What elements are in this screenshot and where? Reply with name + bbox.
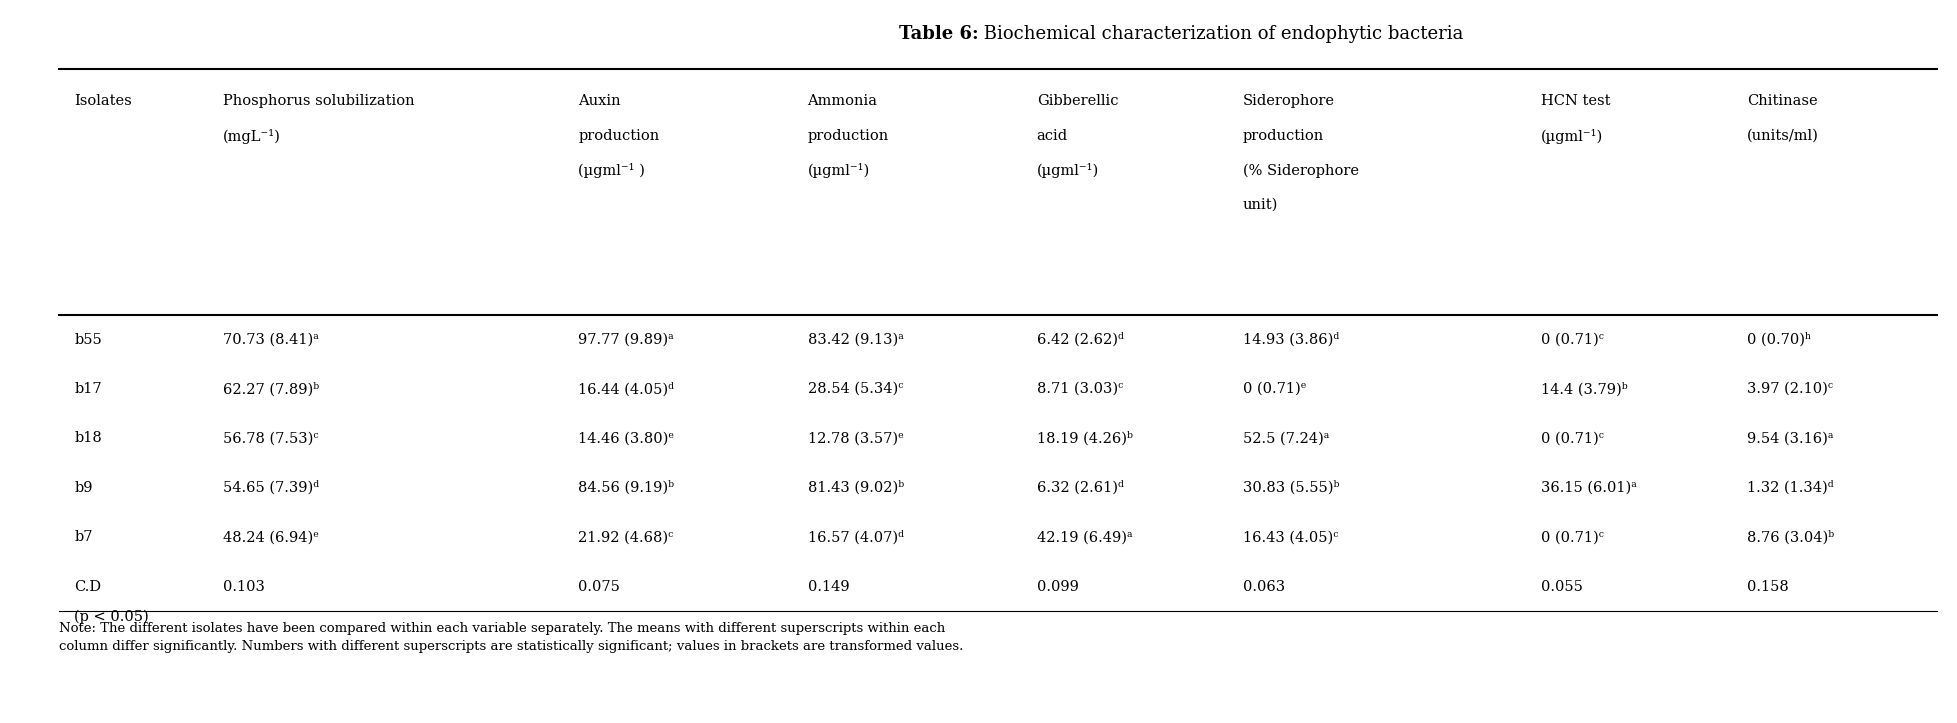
Text: b18: b18: [74, 432, 102, 445]
Text: Table 6:: Table 6:: [898, 25, 978, 43]
Text: 6.42 (2.62)ᵈ: 6.42 (2.62)ᵈ: [1037, 333, 1123, 347]
Text: 0 (0.70)ʰ: 0 (0.70)ʰ: [1748, 333, 1812, 347]
Text: HCN test: HCN test: [1540, 94, 1611, 108]
Text: 0.099: 0.099: [1037, 580, 1078, 594]
Text: 30.83 (5.55)ᵇ: 30.83 (5.55)ᵇ: [1243, 481, 1339, 495]
Text: Biochemical characterization of endophytic bacteria: Biochemical characterization of endophyt…: [978, 25, 1464, 43]
Text: 52.5 (7.24)ᵃ: 52.5 (7.24)ᵃ: [1243, 432, 1329, 445]
Text: Isolates: Isolates: [74, 94, 133, 108]
Text: 70.73 (8.41)ᵃ: 70.73 (8.41)ᵃ: [223, 333, 319, 346]
Text: 97.77 (9.89)ᵃ: 97.77 (9.89)ᵃ: [579, 333, 673, 346]
Text: 16.43 (4.05)ᶜ: 16.43 (4.05)ᶜ: [1243, 530, 1339, 544]
Text: (mgL⁻¹): (mgL⁻¹): [223, 129, 282, 144]
Text: 36.15 (6.01)ᵃ: 36.15 (6.01)ᵃ: [1540, 481, 1636, 495]
Text: 0.103: 0.103: [223, 580, 264, 594]
Text: production: production: [1243, 129, 1325, 142]
Text: 0 (0.71)ᶜ: 0 (0.71)ᶜ: [1540, 333, 1603, 346]
Text: Siderophore: Siderophore: [1243, 94, 1335, 108]
Text: b17: b17: [74, 382, 102, 396]
Text: 0 (0.71)ᵉ: 0 (0.71)ᵉ: [1243, 382, 1305, 396]
Text: (µgml⁻¹ ): (µgml⁻¹ ): [579, 163, 646, 179]
Text: b7: b7: [74, 530, 92, 544]
Text: 9.54 (3.16)ᵃ: 9.54 (3.16)ᵃ: [1748, 432, 1834, 445]
Text: b9: b9: [74, 481, 92, 495]
Text: (µgml⁻¹): (µgml⁻¹): [1540, 129, 1603, 144]
Text: 81.43 (9.02)ᵇ: 81.43 (9.02)ᵇ: [808, 481, 904, 495]
Text: acid: acid: [1037, 129, 1069, 142]
Text: 84.56 (9.19)ᵇ: 84.56 (9.19)ᵇ: [579, 481, 675, 495]
Text: 48.24 (6.94)ᵉ: 48.24 (6.94)ᵉ: [223, 530, 319, 544]
Text: 14.93 (3.86)ᵈ: 14.93 (3.86)ᵈ: [1243, 333, 1339, 347]
Text: 8.71 (3.03)ᶜ: 8.71 (3.03)ᶜ: [1037, 382, 1123, 396]
Text: Note: The different isolates have been compared within each variable separately.: Note: The different isolates have been c…: [59, 622, 963, 653]
Text: Auxin: Auxin: [579, 94, 620, 108]
Text: 0.063: 0.063: [1243, 580, 1286, 594]
Text: (µgml⁻¹): (µgml⁻¹): [1037, 163, 1100, 179]
Text: 56.78 (7.53)ᶜ: 56.78 (7.53)ᶜ: [223, 432, 319, 445]
Text: 42.19 (6.49)ᵃ: 42.19 (6.49)ᵃ: [1037, 530, 1133, 544]
Text: (p < 0.05): (p < 0.05): [74, 610, 149, 625]
Text: 54.65 (7.39)ᵈ: 54.65 (7.39)ᵈ: [223, 481, 319, 495]
Text: 12.78 (3.57)ᵉ: 12.78 (3.57)ᵉ: [808, 432, 904, 445]
Text: 18.19 (4.26)ᵇ: 18.19 (4.26)ᵇ: [1037, 432, 1133, 446]
Text: C.D: C.D: [74, 580, 102, 594]
Text: 0.075: 0.075: [579, 580, 620, 594]
Text: production: production: [579, 129, 660, 142]
Text: 0.055: 0.055: [1540, 580, 1583, 594]
Text: 16.57 (4.07)ᵈ: 16.57 (4.07)ᵈ: [808, 530, 904, 544]
Text: 16.44 (4.05)ᵈ: 16.44 (4.05)ᵈ: [579, 382, 675, 396]
Text: (units/ml): (units/ml): [1748, 129, 1818, 142]
Text: 62.27 (7.89)ᵇ: 62.27 (7.89)ᵇ: [223, 382, 319, 396]
Text: 8.76 (3.04)ᵇ: 8.76 (3.04)ᵇ: [1748, 530, 1834, 544]
Text: 1.32 (1.34)ᵈ: 1.32 (1.34)ᵈ: [1748, 481, 1834, 495]
Text: 14.46 (3.80)ᵉ: 14.46 (3.80)ᵉ: [579, 432, 675, 445]
Text: 0 (0.71)ᶜ: 0 (0.71)ᶜ: [1540, 530, 1603, 544]
Text: 6.32 (2.61)ᵈ: 6.32 (2.61)ᵈ: [1037, 481, 1123, 495]
Text: b55: b55: [74, 333, 102, 346]
Text: 28.54 (5.34)ᶜ: 28.54 (5.34)ᶜ: [808, 382, 902, 396]
Text: 83.42 (9.13)ᵃ: 83.42 (9.13)ᵃ: [808, 333, 904, 346]
Text: Ammonia: Ammonia: [808, 94, 877, 108]
Text: production: production: [808, 129, 888, 142]
Text: 21.92 (4.68)ᶜ: 21.92 (4.68)ᶜ: [579, 530, 673, 544]
Text: Chitinase: Chitinase: [1748, 94, 1818, 108]
Text: Phosphorus solubilization: Phosphorus solubilization: [223, 94, 415, 108]
Text: (µgml⁻¹): (µgml⁻¹): [808, 163, 869, 179]
Text: unit): unit): [1243, 198, 1278, 212]
Text: Gibberellic: Gibberellic: [1037, 94, 1117, 108]
Text: 0 (0.71)ᶜ: 0 (0.71)ᶜ: [1540, 432, 1603, 445]
Text: 0.158: 0.158: [1748, 580, 1789, 594]
Text: (% Siderophore: (% Siderophore: [1243, 163, 1358, 178]
Text: 3.97 (2.10)ᶜ: 3.97 (2.10)ᶜ: [1748, 382, 1834, 396]
Text: 0.149: 0.149: [808, 580, 849, 594]
Text: 14.4 (3.79)ᵇ: 14.4 (3.79)ᵇ: [1540, 382, 1628, 396]
